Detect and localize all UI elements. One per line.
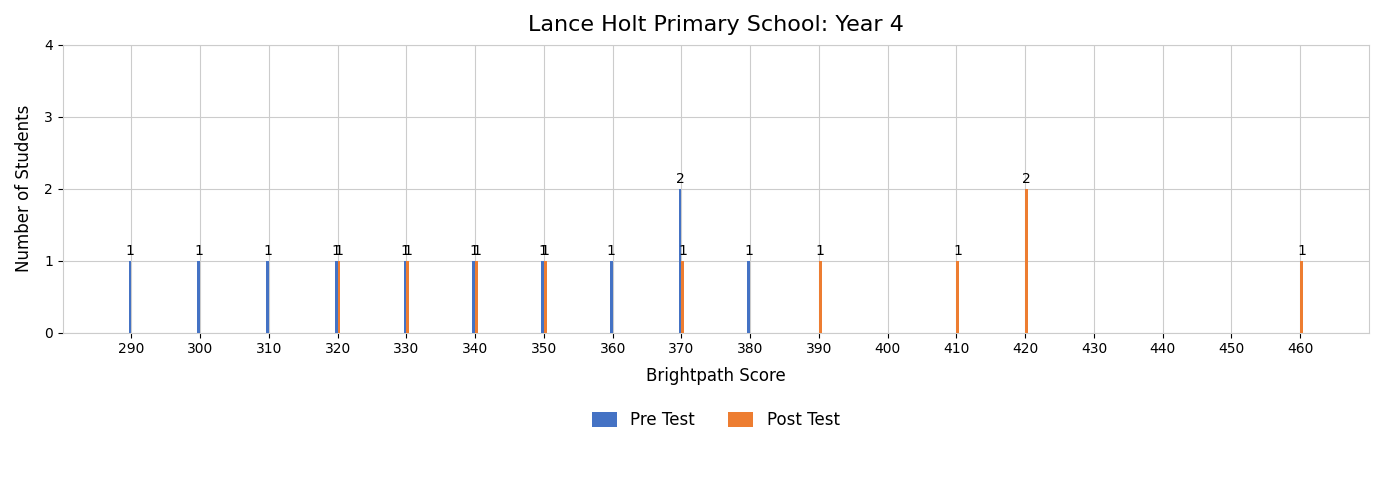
- Bar: [544, 260, 547, 332]
- Text: 1: 1: [538, 244, 547, 258]
- Text: 1: 1: [263, 244, 273, 258]
- Bar: [129, 260, 131, 332]
- Bar: [1026, 188, 1028, 332]
- Text: 1: 1: [400, 244, 410, 258]
- Text: 1: 1: [954, 244, 962, 258]
- Bar: [747, 260, 750, 332]
- Bar: [266, 260, 268, 332]
- Text: 1: 1: [126, 244, 134, 258]
- Text: 1: 1: [678, 244, 688, 258]
- Text: 1: 1: [469, 244, 479, 258]
- Text: 1: 1: [403, 244, 412, 258]
- Bar: [956, 260, 959, 332]
- Text: 1: 1: [194, 244, 203, 258]
- Bar: [678, 188, 681, 332]
- Text: 1: 1: [745, 244, 753, 258]
- Text: 1: 1: [335, 244, 343, 258]
- Legend: Pre Test, Post Test: Pre Test, Post Test: [585, 404, 847, 435]
- Text: 1: 1: [541, 244, 549, 258]
- Title: Lance Holt Primary School: Year 4: Lance Holt Primary School: Year 4: [527, 15, 904, 35]
- Text: 2: 2: [675, 172, 685, 186]
- Y-axis label: Number of Students: Number of Students: [15, 105, 33, 272]
- Text: 1: 1: [332, 244, 340, 258]
- Text: 1: 1: [1297, 244, 1306, 258]
- Text: 1: 1: [817, 244, 825, 258]
- Bar: [338, 260, 340, 332]
- Bar: [335, 260, 338, 332]
- X-axis label: Brightpath Score: Brightpath Score: [646, 368, 786, 385]
- Bar: [681, 260, 684, 332]
- Bar: [404, 260, 407, 332]
- Bar: [610, 260, 613, 332]
- Bar: [541, 260, 544, 332]
- Bar: [1300, 260, 1302, 332]
- Text: 1: 1: [608, 244, 616, 258]
- Bar: [472, 260, 475, 332]
- Bar: [819, 260, 822, 332]
- Bar: [475, 260, 477, 332]
- Text: 2: 2: [1023, 172, 1031, 186]
- Text: 1: 1: [472, 244, 482, 258]
- Bar: [198, 260, 201, 332]
- Bar: [407, 260, 410, 332]
